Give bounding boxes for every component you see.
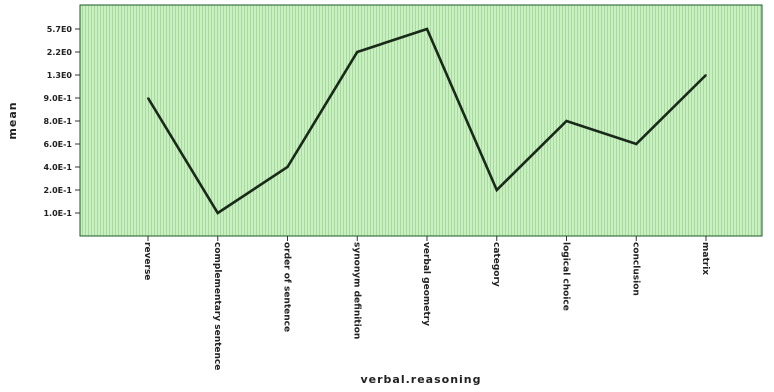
data-point: [566, 120, 568, 122]
y-axis-title: mean: [6, 101, 19, 139]
data-point: [287, 166, 289, 168]
y-tick-label: 1.0E-1: [43, 209, 72, 218]
data-point: [217, 212, 219, 214]
x-tick-label: logical choice: [561, 242, 571, 311]
x-tick-label: synonym definition: [351, 242, 361, 339]
data-point: [426, 28, 428, 30]
y-tick-label: 1.3E0: [47, 71, 73, 80]
data-point: [147, 97, 149, 99]
x-tick-label: verbal geometry: [421, 242, 431, 326]
x-tick-label: complementary sentence: [212, 242, 222, 370]
data-point: [705, 74, 707, 76]
y-tick-label: 2.0E-1: [43, 186, 72, 195]
data-point: [496, 189, 498, 191]
y-tick-label: 9.0E-1: [43, 94, 72, 103]
y-tick-label: 5.7E0: [47, 25, 73, 34]
x-tick-label: category: [491, 242, 501, 287]
x-tick-label: matrix: [700, 242, 710, 275]
y-tick-label: 6.0E-1: [43, 140, 72, 149]
data-point: [635, 143, 637, 145]
x-tick-label: reverse: [142, 242, 152, 280]
x-axis-title: verbal.reasoning: [360, 373, 481, 386]
x-tick-label: order of sentence: [282, 242, 292, 332]
data-point: [356, 51, 358, 53]
x-axis: reverse complementary sentence order of se…: [142, 236, 710, 370]
x-tick-label: conclusion: [630, 242, 640, 296]
y-tick-label: 4.0E-1: [43, 163, 72, 172]
y-tick-label: 8.0E-1: [43, 117, 72, 126]
y-tick-label: 2.2E0: [47, 48, 73, 57]
y-axis: 1.0E-1 2.0E-1 4.0E-1 6.0E-1 8.0E-1 9.0E-1 1.3E…: [43, 25, 80, 218]
